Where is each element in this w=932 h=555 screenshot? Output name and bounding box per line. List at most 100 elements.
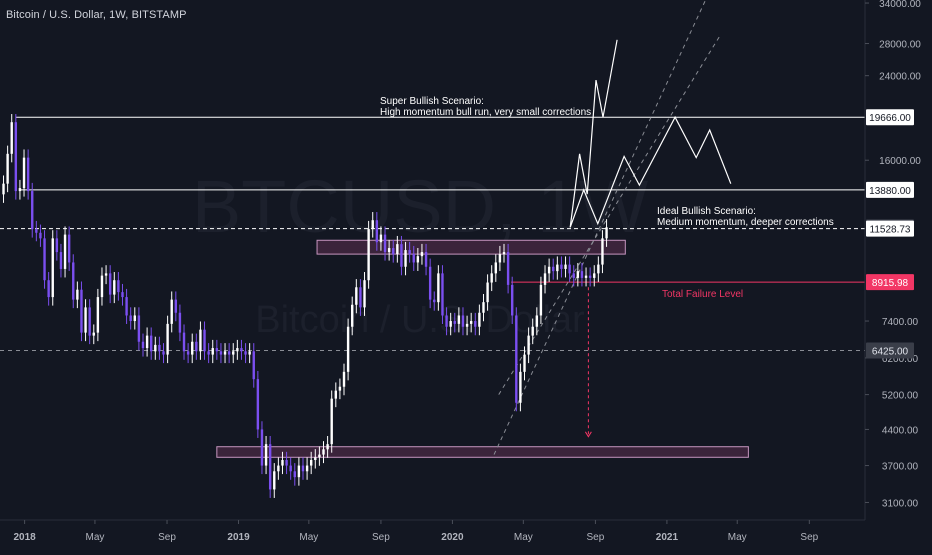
candle-body <box>96 297 100 333</box>
candle-body <box>523 354 526 372</box>
candle-body <box>211 348 214 355</box>
candle-body <box>166 323 169 355</box>
level-lines <box>0 116 865 438</box>
x-tick-label: May <box>728 532 747 543</box>
candle-body <box>76 289 79 300</box>
candle-body <box>108 273 112 295</box>
candle-body <box>55 238 59 253</box>
candle-body <box>100 275 104 298</box>
x-tick-label: 2020 <box>441 532 464 543</box>
candle-body <box>375 220 379 243</box>
candle-body <box>334 390 338 399</box>
ideal-bullish-path <box>569 115 732 228</box>
candle-body <box>207 351 210 355</box>
candle-body <box>133 315 136 322</box>
candle-body <box>531 326 534 336</box>
candle-body <box>84 307 87 333</box>
scenario-paths <box>569 39 732 228</box>
candle-body <box>363 280 366 308</box>
candle-body <box>264 444 268 466</box>
candle-body <box>346 326 350 372</box>
candle-body <box>326 444 329 450</box>
candle-body <box>236 348 239 352</box>
candle-body <box>408 250 411 255</box>
candle-body <box>564 264 567 269</box>
range-zone <box>316 239 626 255</box>
candle-body <box>400 244 403 267</box>
candle-body <box>191 341 194 355</box>
candle-body <box>305 465 309 472</box>
candle-body <box>580 271 584 278</box>
price-tag-box <box>866 109 914 126</box>
candle-body <box>63 234 67 269</box>
candle-body <box>547 266 551 274</box>
candle-body <box>359 287 362 308</box>
candle-body <box>392 248 395 255</box>
candle-body <box>379 234 383 243</box>
candle-body <box>104 273 108 276</box>
y-tick-label: 6200.00 <box>882 354 919 365</box>
candle-body <box>351 304 354 327</box>
candle-body <box>22 157 26 189</box>
candle-body <box>519 371 522 403</box>
price-tag-box <box>866 274 914 291</box>
candle-body <box>482 302 485 313</box>
candle-body <box>117 280 120 293</box>
candle-body <box>182 332 186 352</box>
watermark-name: Bitcoin / U.S. Dollar <box>255 299 585 341</box>
x-tick-label: Sep <box>158 532 176 543</box>
candle-body <box>31 191 34 230</box>
candlestick-series <box>2 114 608 498</box>
candle-body <box>244 351 247 355</box>
trend-line-lower <box>498 35 721 395</box>
price-tag-box <box>866 220 914 237</box>
candle-body <box>322 449 325 455</box>
candle-body <box>170 299 173 324</box>
y-tick-label: 16000.00 <box>879 156 921 167</box>
candle-body <box>338 386 342 391</box>
y-tick-label: 7400.00 <box>882 317 919 328</box>
candle-body <box>174 299 178 313</box>
watermark: BTCUSD, 1W Bitcoin / U.S. Dollar <box>192 165 649 341</box>
candle-body <box>215 348 219 352</box>
price-axis[interactable]: 34000.00 28000.00 24000.00 16000.00 7400.00 6… <box>864 0 921 520</box>
total-failure-label: Total Failure Level <box>662 289 743 300</box>
candle-body <box>478 312 481 327</box>
candle-body <box>355 287 358 305</box>
candle-body <box>92 332 95 336</box>
candle-body <box>199 329 202 352</box>
candle-body <box>605 227 608 239</box>
candle-body <box>14 122 18 192</box>
candle-body <box>178 312 182 333</box>
candle-body <box>494 262 497 274</box>
candle-body <box>35 229 38 233</box>
time-axis[interactable]: 2018 May Sep 2019 May Sep 2020 May Sep 2021 May Sep <box>0 519 865 543</box>
candle-body <box>268 444 272 490</box>
y-tick-label: 4400.00 <box>882 425 919 436</box>
candle-body <box>232 351 235 355</box>
candle-body <box>396 244 399 255</box>
candle-body <box>309 460 313 466</box>
candle-body <box>502 252 506 255</box>
candle-body <box>593 273 596 278</box>
candle-body <box>252 351 255 380</box>
candle-body <box>597 264 600 274</box>
super-bullish-text: High momentum bull run, very small corre… <box>380 107 591 118</box>
candle-body <box>47 280 50 298</box>
candle-body <box>445 315 448 327</box>
candle-body <box>449 321 452 327</box>
candle-body <box>186 351 190 355</box>
y-tick-label: 3100.00 <box>882 498 919 509</box>
candle-body <box>227 351 231 355</box>
x-tick-label: May <box>85 532 104 543</box>
ideal-bullish-title: Ideal Bullish Scenario: <box>657 206 756 217</box>
trend-line-upper <box>493 0 707 455</box>
x-tick-label: 2018 <box>13 532 36 543</box>
candle-body <box>203 329 206 352</box>
candle-body <box>539 284 543 316</box>
candle-body <box>420 252 424 257</box>
price-tag-box <box>866 181 914 198</box>
candle-body <box>453 321 456 324</box>
